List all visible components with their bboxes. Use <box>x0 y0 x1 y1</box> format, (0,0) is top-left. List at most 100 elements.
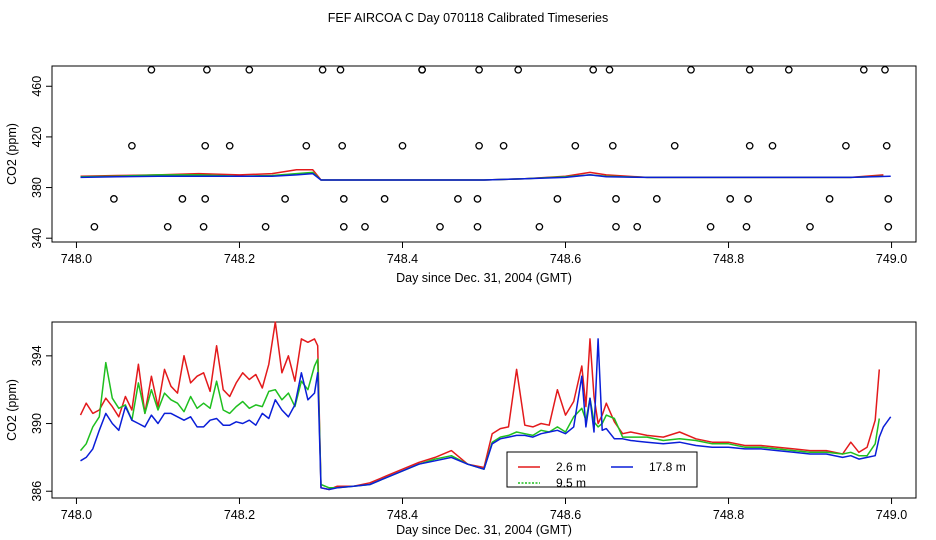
bottom-xtick-label: 748.2 <box>224 508 255 522</box>
reference-point <box>745 65 754 74</box>
bottom-xtick-label: 749.0 <box>876 508 907 522</box>
bottom-xtick-label: 748.0 <box>61 508 92 522</box>
top-ytick-label: 380 <box>30 177 44 198</box>
reference-point <box>859 65 868 74</box>
legend: 2.6 m 17.8 m 9.5 m <box>506 451 698 490</box>
top-series-lines <box>80 169 891 181</box>
top-xtick-label: 748.8 <box>713 252 744 266</box>
reference-point <box>608 141 617 150</box>
reference-point <box>203 65 211 74</box>
top-xlabel: Day since Dec. 31, 2004 (GMT) <box>396 271 572 285</box>
legend-box <box>506 451 698 488</box>
reference-point <box>225 141 234 150</box>
reference-point <box>302 141 311 150</box>
reference-point <box>571 141 580 150</box>
bottom-ytick-label: 386 <box>30 481 44 502</box>
reference-point <box>742 222 751 231</box>
top-ylabel: CO2 (ppm) <box>5 123 19 185</box>
bottom-xlabel: Day since Dec. 31, 2004 (GMT) <box>396 523 572 537</box>
reference-point <box>605 65 614 74</box>
reference-point <box>784 65 793 74</box>
reference-point <box>687 65 695 74</box>
reference-point <box>454 195 462 203</box>
reference-point <box>806 222 814 231</box>
reference-point <box>110 195 118 203</box>
reference-point <box>706 222 715 231</box>
reference-point <box>589 65 598 74</box>
reference-point <box>90 222 99 231</box>
reference-point <box>768 141 777 150</box>
reference-point <box>199 222 208 231</box>
reference-point <box>514 65 523 74</box>
reference-point <box>163 222 172 231</box>
reference-point <box>128 141 136 150</box>
top-reference-points <box>90 65 893 231</box>
legend-label-9-5m: 9.5 m <box>556 476 586 490</box>
bottom-xtick-label: 748.8 <box>713 508 744 522</box>
reference-point <box>881 65 889 74</box>
bottom-axes: 748.0 748.2 748.4 748.6 748.8 749.0 386 390 394 <box>30 345 907 522</box>
reference-point <box>261 222 270 231</box>
top-xtick-label: 749.0 <box>876 252 907 266</box>
reference-point <box>436 222 444 231</box>
reference-point <box>612 195 620 203</box>
reference-point <box>745 141 754 150</box>
reference-point <box>361 222 369 231</box>
reference-point <box>281 195 289 203</box>
reference-point <box>842 141 850 150</box>
top-xtick-label: 748.4 <box>387 252 418 266</box>
reference-point <box>398 141 407 150</box>
reference-point <box>336 65 345 74</box>
top-ytick-label: 460 <box>30 76 44 97</box>
legend-label-17-8m: 17.8 m <box>649 460 686 474</box>
reference-point <box>884 195 893 203</box>
reference-point <box>535 222 544 231</box>
top-ytick-label: 340 <box>30 228 44 249</box>
top-series-line-17-8-m <box>80 172 891 181</box>
reference-point <box>473 195 482 203</box>
bottom-panel: 748.0 748.2 748.4 748.6 748.8 749.0386390394 … <box>5 321 917 537</box>
reference-point <box>201 141 210 150</box>
reference-point <box>825 195 834 203</box>
top-plot-frame <box>51 65 917 243</box>
reference-point <box>744 195 752 203</box>
top-panel: 748.0 748.2 748.4 748.6 748.8 749.0 340 380 420 4… <box>5 65 917 285</box>
top-ytick-label: 420 <box>30 126 44 147</box>
bottom-plot-frame <box>51 321 917 499</box>
bottom-ytick-label: 390 <box>30 413 44 434</box>
reference-point <box>318 65 327 74</box>
bottom-series-line-2-6-m <box>79 321 881 491</box>
reference-point <box>652 195 661 203</box>
bottom-ylabel: CO2 (ppm) <box>5 379 19 441</box>
legend-label-2-6m: 2.6 m <box>556 460 586 474</box>
top-axes: 748.0 748.2 748.4 748.6 748.8 749.0 340 380 420 4… <box>30 76 907 266</box>
bottom-series-lines <box>79 321 892 491</box>
reference-point <box>884 222 893 231</box>
reference-point <box>147 65 156 74</box>
reference-point <box>633 222 642 231</box>
reference-point <box>201 195 210 203</box>
reference-point <box>380 195 389 203</box>
reference-point <box>499 141 508 150</box>
reference-point <box>475 141 483 150</box>
bottom-ytick-label: 394 <box>30 345 44 366</box>
bottom-xtick-label: 748.4 <box>387 508 418 522</box>
top-xtick-label: 748.2 <box>224 252 255 266</box>
reference-point <box>473 222 482 231</box>
reference-point <box>475 65 483 74</box>
reference-point <box>339 222 348 231</box>
reference-point <box>339 195 348 203</box>
bottom-xtick-label: 748.6 <box>550 508 581 522</box>
reference-point <box>612 222 620 231</box>
reference-point <box>338 141 347 150</box>
reference-point <box>178 195 187 203</box>
top-xtick-label: 748.0 <box>61 252 92 266</box>
reference-point <box>882 141 891 150</box>
reference-point <box>553 195 562 203</box>
reference-point <box>418 65 426 74</box>
reference-point <box>670 141 679 150</box>
reference-point <box>726 195 735 203</box>
top-xtick-label: 748.6 <box>550 252 581 266</box>
reference-point <box>245 65 254 74</box>
